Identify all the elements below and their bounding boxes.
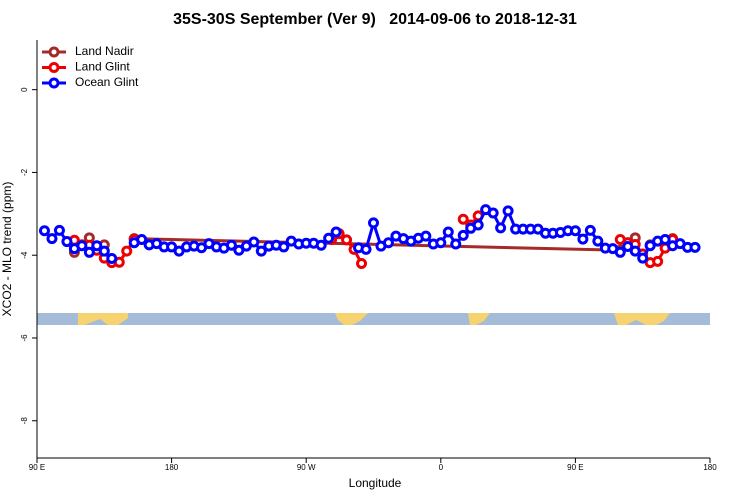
data-point (502, 205, 514, 217)
legend-label: Land Glint (75, 60, 130, 74)
data-point (323, 232, 335, 244)
data-point (315, 239, 327, 251)
map-strip (37, 313, 710, 325)
legend-label: Land Nadir (75, 44, 134, 58)
data-point (360, 243, 372, 255)
data-point (121, 245, 133, 257)
x-tick-label: 90 E (29, 463, 45, 472)
data-point (330, 226, 342, 238)
legend-marker (48, 46, 60, 58)
data-point (637, 252, 649, 264)
data-point (487, 207, 499, 219)
x-tick-label: 90 W (297, 463, 316, 472)
y-axis-label: XCO2 - MLO trend (ppm) (0, 182, 14, 317)
legend-marker (48, 77, 60, 89)
data-point (46, 233, 58, 245)
data-point (622, 241, 634, 253)
data-point (368, 217, 379, 229)
y-tick-label: 0 (20, 87, 29, 92)
data-point (644, 240, 656, 252)
data-point (457, 213, 469, 225)
data-point (136, 233, 148, 245)
data-point (435, 237, 447, 249)
data-point (577, 233, 589, 245)
data-point (652, 255, 664, 267)
data-point (569, 225, 581, 237)
data-point (472, 219, 484, 231)
data-point (659, 233, 671, 245)
data-point (592, 235, 604, 247)
data-point (278, 241, 290, 253)
chart-title: 35S-30S September (Ver 9) 2014-09-06 to … (173, 11, 577, 28)
y-tick-label: -8 (20, 417, 29, 425)
data-point (629, 245, 641, 257)
data-point (584, 224, 596, 236)
legend-label: Ocean Glint (75, 75, 139, 89)
data-point (225, 239, 237, 251)
data-point (76, 240, 88, 252)
data-point (255, 245, 267, 257)
data-point (248, 236, 260, 248)
x-tick-label: 180 (165, 463, 179, 472)
data-point (61, 236, 73, 248)
data-point (341, 234, 353, 246)
data-point (457, 229, 469, 241)
data-point (91, 240, 103, 252)
data-point (38, 225, 50, 237)
data-point (382, 237, 394, 249)
data-point (689, 241, 701, 253)
x-tick-label: 0 (439, 463, 444, 472)
x-tick-label: 180 (703, 463, 717, 472)
data-point (83, 246, 95, 258)
x-axis-label: Longitude (349, 476, 402, 490)
data-point (450, 238, 462, 250)
legend-marker (48, 62, 60, 73)
data-point (495, 222, 507, 234)
data-point (356, 257, 368, 269)
y-tick-label: -6 (20, 334, 29, 342)
y-tick-label: -2 (20, 168, 29, 176)
data-point (442, 226, 454, 238)
data-point (106, 253, 118, 265)
data-point (420, 230, 432, 242)
y-tick-label: -4 (20, 251, 29, 259)
data-point (98, 245, 110, 257)
data-point (614, 246, 626, 258)
data-point (53, 224, 65, 236)
x-tick-label: 90 E (567, 463, 583, 472)
